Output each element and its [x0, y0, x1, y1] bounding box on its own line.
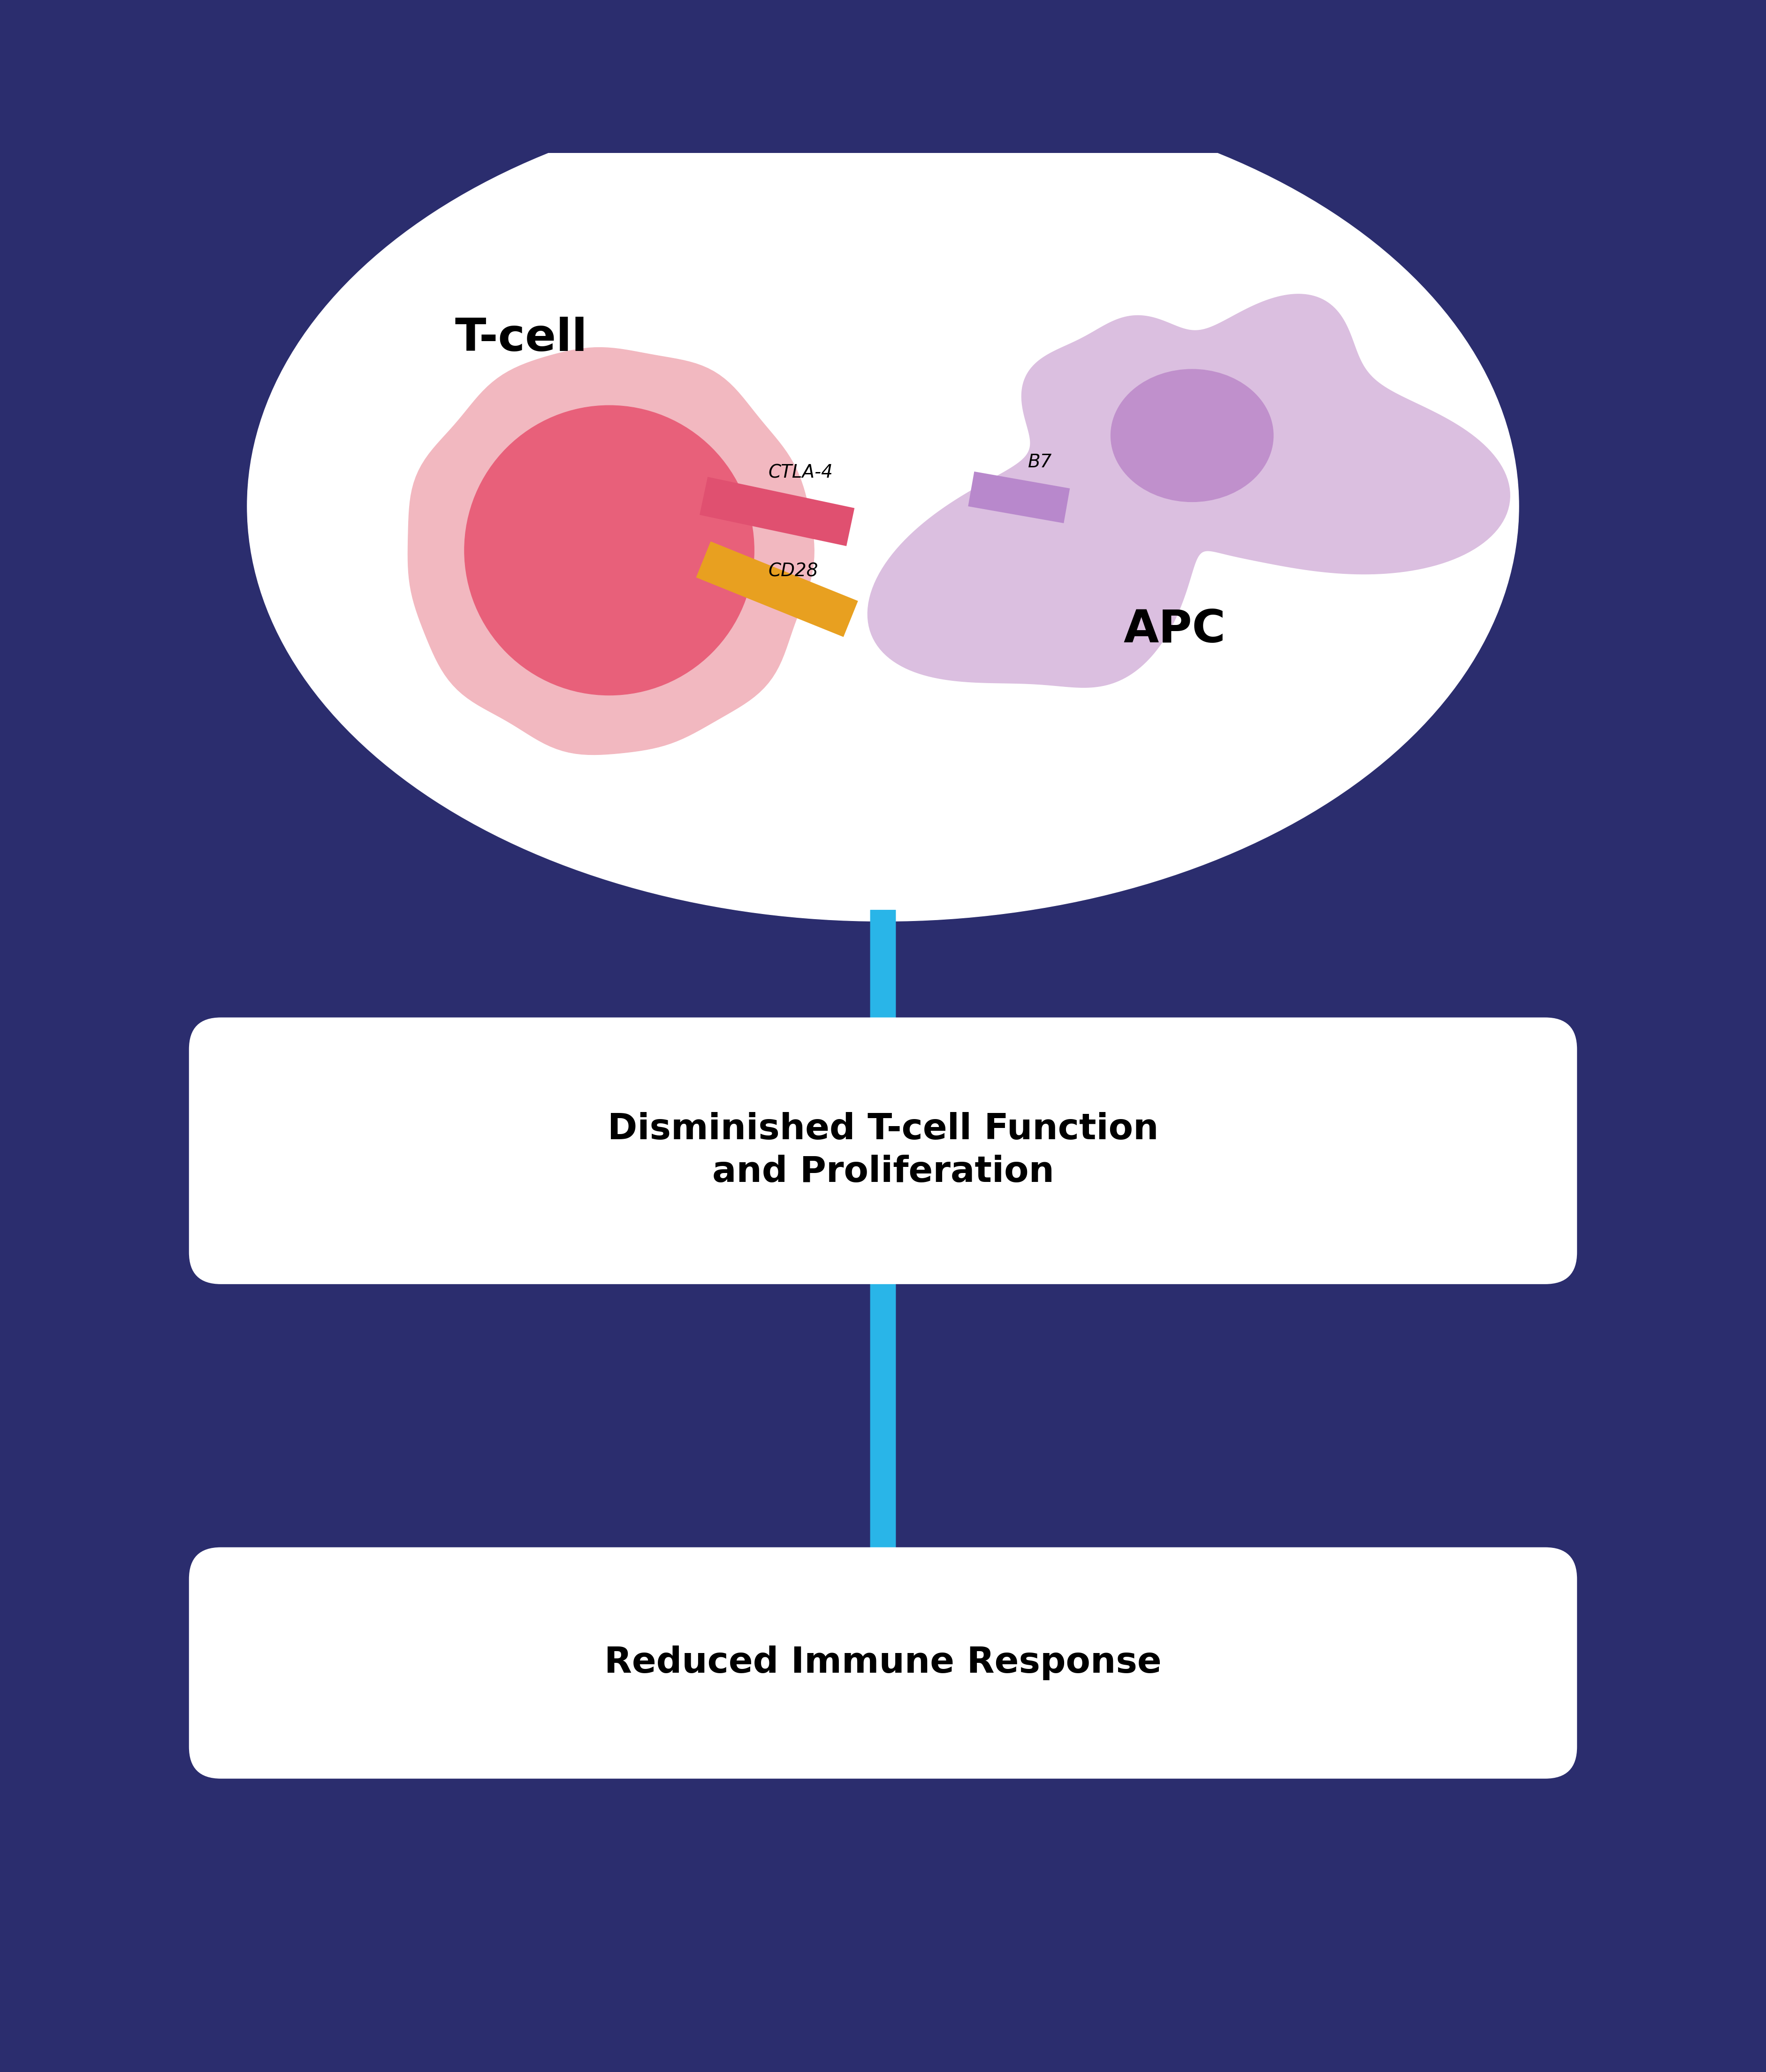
FancyBboxPatch shape [189, 1017, 1577, 1285]
FancyBboxPatch shape [699, 477, 855, 547]
Text: Disminished T-cell Function
and Proliferation: Disminished T-cell Function and Prolifer… [608, 1113, 1158, 1189]
Text: Reduced Immune Response: Reduced Immune Response [604, 1645, 1162, 1680]
Ellipse shape [1111, 369, 1273, 501]
Text: APC: APC [1123, 607, 1226, 651]
FancyBboxPatch shape [968, 472, 1070, 522]
Text: B7: B7 [1028, 454, 1053, 470]
Polygon shape [408, 348, 814, 754]
FancyBboxPatch shape [696, 541, 858, 636]
Text: CTLA-4: CTLA-4 [768, 464, 834, 481]
Circle shape [464, 406, 754, 694]
Text: CD28: CD28 [768, 562, 818, 580]
Text: T-cell: T-cell [454, 317, 588, 361]
Polygon shape [867, 294, 1510, 688]
FancyBboxPatch shape [189, 1548, 1577, 1778]
Ellipse shape [247, 91, 1519, 922]
